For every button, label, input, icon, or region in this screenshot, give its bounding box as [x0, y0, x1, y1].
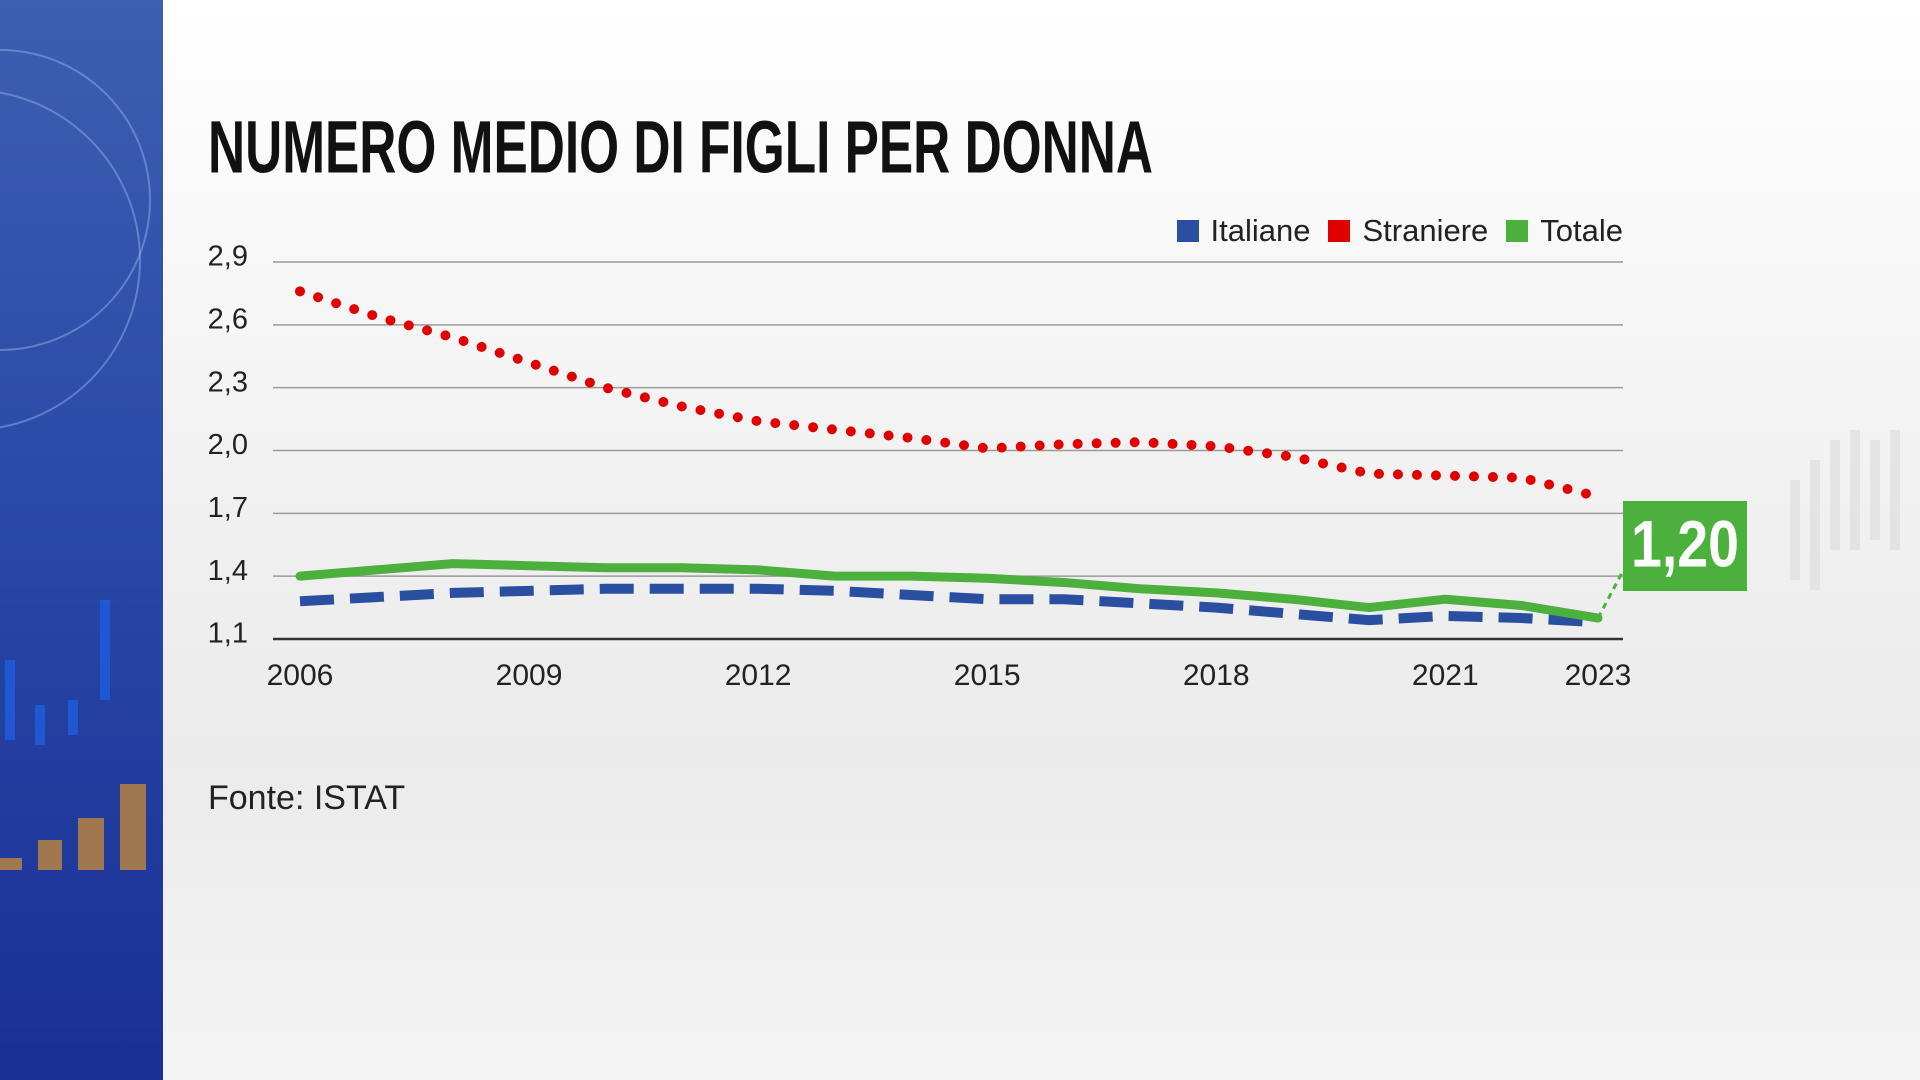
y-tick-label: 1,7 [208, 492, 248, 524]
background-candles [1790, 430, 1900, 590]
y-tick-label: 2,6 [208, 303, 248, 335]
x-tick-label: 2015 [954, 659, 1021, 692]
side-panel [0, 0, 163, 1080]
legend-label: Totale [1540, 213, 1623, 248]
legend-swatch [1506, 220, 1529, 242]
side-decoration [0, 49, 151, 870]
y-tick-label: 2,9 [208, 241, 248, 273]
source-note: Fonte: ISTAT [208, 779, 405, 817]
x-tick-label: 2006 [267, 659, 334, 692]
legend: Italiane Straniere Totale [1176, 213, 1623, 249]
legend-swatch [1176, 220, 1199, 242]
legend-item: Italiane [1176, 213, 1311, 249]
series-line [295, 559, 1603, 623]
series-line [295, 286, 1603, 502]
series-line [299, 583, 1599, 628]
legend-item: Totale [1506, 213, 1623, 249]
legend-label: Italiane [1210, 213, 1311, 248]
x-tick-label: 2009 [496, 659, 563, 692]
y-tick-label: 2,0 [208, 429, 248, 461]
x-tick-label: 2023 [1565, 659, 1632, 692]
x-tick-label: 2021 [1412, 659, 1479, 692]
legend-label: Straniere [1362, 213, 1489, 248]
value-label-box [1623, 501, 1747, 591]
y-tick-label: 2,3 [208, 366, 248, 398]
label-connector [1596, 570, 1625, 619]
x-tick-label: 2018 [1183, 659, 1250, 692]
value-label: 1,20 [1631, 506, 1739, 580]
y-tick-label: 1,1 [208, 618, 248, 650]
x-tick-label: 2012 [725, 659, 792, 692]
chart-title: NUMERO MEDIO DI FIGLI PER DONNA [208, 106, 1153, 189]
legend-swatch [1328, 220, 1351, 242]
legend-item: Straniere [1328, 213, 1488, 249]
y-tick-label: 1,4 [208, 555, 248, 587]
